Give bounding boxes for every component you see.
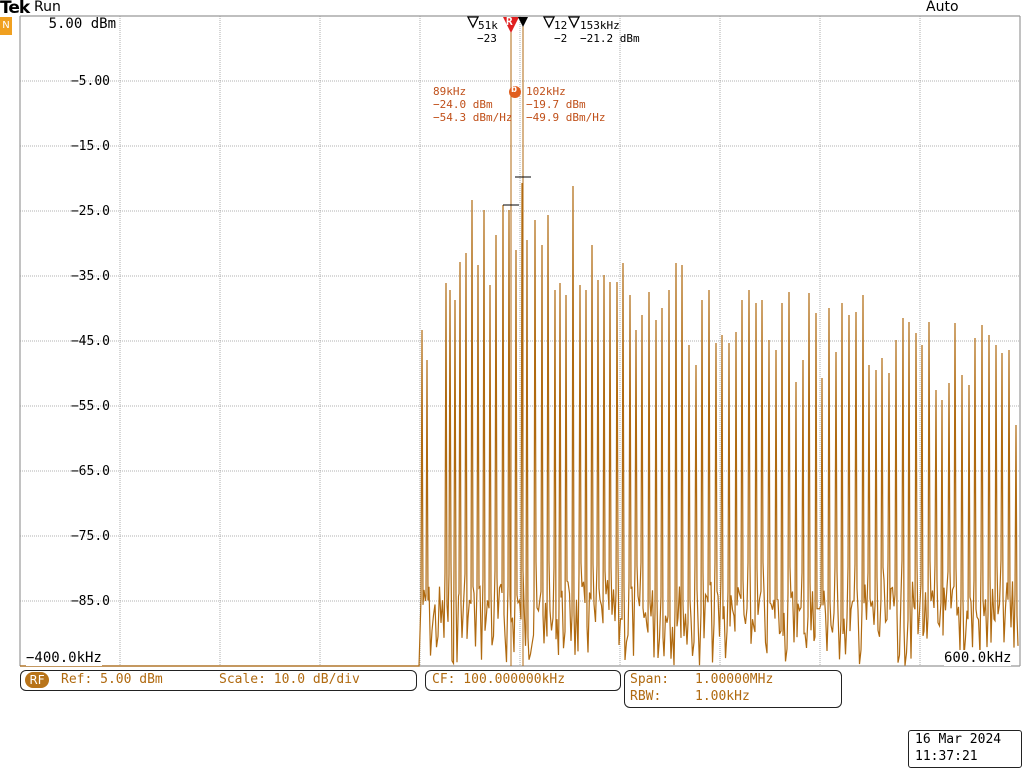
- y-label: −75.0: [70, 529, 110, 544]
- center-frequency: CF: 100.000000kHz: [432, 672, 566, 687]
- y-label: −65.0: [70, 464, 110, 479]
- y-label: −25.0: [70, 204, 110, 219]
- y-label: −15.0: [70, 139, 110, 154]
- reference-marker-icon: [503, 17, 519, 33]
- span-rbw-box[interactable]: Span: 1.00000MHz RBW: 1.00kHz: [624, 670, 842, 708]
- marker-b-freq: 102kHz: [526, 85, 566, 98]
- marker-b-amp: −19.7 dBm: [526, 98, 586, 111]
- reference-marker-label: R: [506, 15, 513, 28]
- x-axis-start-label: −400.0kHz: [26, 650, 102, 666]
- top-marker-153k-icon: [567, 16, 581, 29]
- center-frequency-box[interactable]: CF: 100.000000kHz: [425, 670, 621, 691]
- marker-b-readout: 102kHz −19.7 dBm −49.9 dBm/Hz: [526, 85, 605, 124]
- rbw-label: RBW:: [630, 689, 662, 704]
- vertical-scale: Scale: 10.0 dB/div: [219, 672, 360, 687]
- top-marker-51k-icon: [466, 16, 480, 29]
- top-marker-153k-freq: 153kHz: [580, 19, 620, 32]
- y-label: −55.0: [70, 399, 110, 414]
- date-display: 16 Mar 2024: [915, 732, 1002, 747]
- marker-a-density: −54.3 dBm/Hz: [433, 111, 513, 124]
- top-marker-filled-icon: [518, 17, 528, 27]
- reference-settings-box[interactable]: RF Ref: 5.00 dBm Scale: 10.0 dB/div: [20, 670, 417, 691]
- y-label-ref: 5.00 dBm: [48, 16, 116, 32]
- marker-a-readout: 89kHz −24.0 dBm −54.3 dBm/Hz: [433, 85, 512, 124]
- rf-badge: RF: [25, 672, 49, 688]
- y-label: −45.0: [70, 334, 110, 349]
- span-label: Span:: [630, 672, 670, 687]
- acquisition-status: Run: [34, 0, 61, 15]
- top-marker-12-icon: [542, 16, 556, 29]
- top-marker-12-freq: 12: [554, 19, 568, 32]
- top-marker-12-level: −2: [554, 32, 568, 45]
- y-label: −35.0: [70, 269, 110, 284]
- marker-a-amp: −24.0 dBm: [433, 98, 493, 111]
- y-label: −5.00: [70, 74, 110, 89]
- spectrum-trace-group: [20, 182, 1019, 667]
- reference-level: Ref: 5.00 dBm: [61, 672, 163, 687]
- marker-b-density: −49.9 dBm/Hz: [526, 111, 606, 124]
- active-marker-label: b: [511, 84, 518, 95]
- x-axis-end-label: 600.0kHz: [944, 650, 1012, 666]
- brand-logo: Tek: [0, 0, 30, 18]
- top-marker-51k-freq: 51k: [478, 19, 498, 32]
- top-marker-51k-level: −23: [477, 32, 497, 45]
- marker-a-freq: 89kHz: [433, 85, 467, 98]
- spectrum-trace: [20, 182, 1019, 667]
- span-value: 1.00000MHz: [695, 672, 774, 687]
- active-marker-icon: [509, 86, 521, 98]
- top-marker-153k-level: −21.2 dBm: [580, 32, 640, 45]
- y-label: −85.0: [70, 594, 110, 609]
- trigger-mode[interactable]: Auto: [926, 0, 959, 15]
- time-display: 11:37:21: [915, 749, 978, 764]
- rbw-value: 1.00kHz: [695, 689, 750, 704]
- channel-badge: N: [0, 17, 12, 35]
- datetime-box: 16 Mar 2024 11:37:21: [908, 730, 1022, 768]
